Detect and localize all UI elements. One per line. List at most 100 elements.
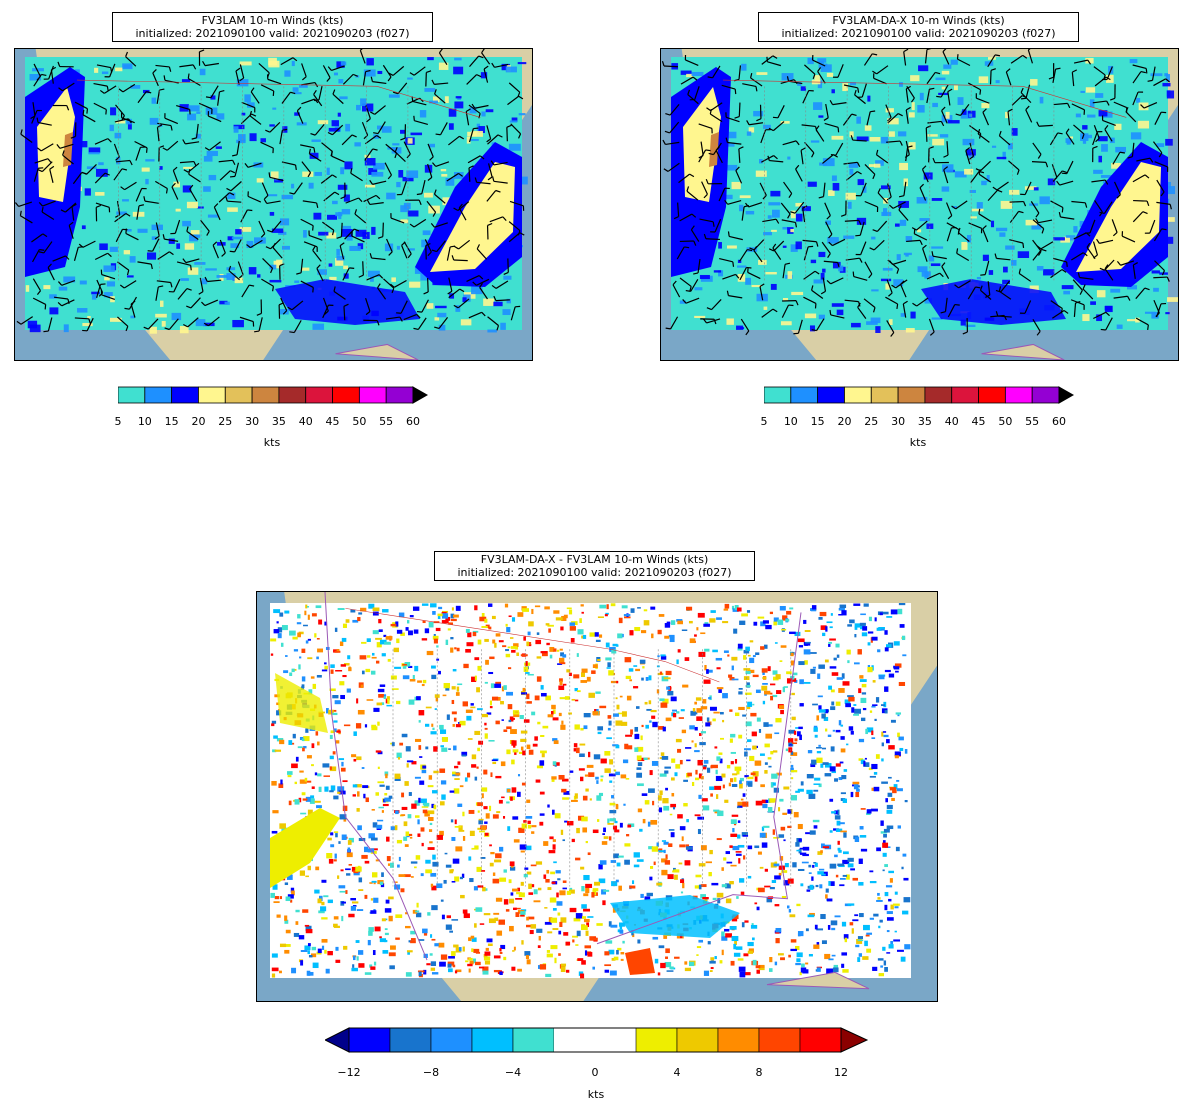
wind-barb-feather	[1140, 70, 1146, 74]
wind-barb-shaft	[269, 121, 281, 133]
difference-cell	[902, 853, 907, 857]
difference-cell	[843, 934, 849, 939]
wind-speed-cell	[903, 252, 912, 256]
difference-cell	[864, 940, 868, 947]
wind-barb-feather	[376, 135, 382, 139]
difference-map	[256, 591, 938, 1002]
difference-cell	[753, 621, 758, 626]
wind-speed-cell	[505, 66, 517, 73]
difference-cell	[869, 870, 874, 873]
wind-barb	[680, 76, 698, 85]
difference-cell	[403, 836, 408, 841]
wind-barb	[155, 64, 172, 72]
difference-cell	[466, 715, 472, 721]
wind-barb	[301, 161, 312, 178]
difference-cell	[871, 730, 874, 736]
wind-speed-cell	[328, 127, 340, 132]
wind-barb-feather	[1075, 300, 1081, 304]
wind-barb-feather	[170, 282, 173, 288]
wind-speed-cell	[1089, 99, 1095, 108]
wind-barb-shaft	[822, 154, 834, 164]
difference-cell	[445, 864, 452, 868]
wind-speed-cell	[337, 184, 348, 190]
difference-cell	[867, 642, 871, 646]
difference-cell	[681, 629, 688, 632]
wind-barb	[1133, 199, 1150, 207]
wind-barb-shaft	[1104, 129, 1113, 142]
wind-speed-cell	[127, 229, 132, 232]
wind-barb	[73, 246, 84, 261]
wind-barb-shaft	[1032, 239, 1042, 252]
wind-speed-cell	[407, 248, 415, 251]
difference-cell	[477, 665, 482, 671]
difference-cell	[537, 945, 541, 949]
wind-barb	[300, 280, 314, 293]
wind-barb	[855, 182, 867, 197]
wind-barb	[864, 163, 876, 180]
wind-speed-cell	[999, 232, 1006, 237]
difference-cell	[523, 636, 526, 641]
wind-barb-shaft	[417, 317, 427, 330]
colorbar-tick-label: 60	[406, 415, 420, 428]
wind-barb-feather	[165, 188, 168, 194]
difference-cell	[818, 868, 825, 871]
difference-cell	[722, 621, 729, 624]
wind-barb-shaft	[1018, 273, 1032, 282]
difference-cell	[641, 724, 644, 728]
wind-barb-shaft	[374, 105, 386, 115]
wind-barb-feather	[1025, 105, 1030, 111]
wind-speed-cell	[787, 227, 794, 234]
wind-speed-cell	[122, 63, 133, 70]
difference-cell	[639, 659, 646, 664]
wind-barb	[38, 241, 53, 254]
difference-cell	[828, 643, 831, 647]
wind-barb-shaft	[241, 101, 255, 109]
wind-barb-feather	[773, 155, 778, 160]
difference-cell	[431, 723, 434, 727]
wind-speed-cell	[931, 246, 944, 249]
difference-cell	[477, 747, 481, 752]
difference-cell	[453, 717, 457, 722]
wind-speed-cell	[400, 129, 406, 134]
wind-barb-feather	[232, 154, 238, 157]
difference-cell	[717, 810, 724, 817]
wind-barb-shaft	[1103, 201, 1113, 214]
difference-cell	[307, 971, 314, 976]
wind-barb-feather	[310, 132, 316, 136]
wind-barb	[815, 125, 825, 142]
difference-cell	[457, 761, 461, 765]
wind-barb-feather	[932, 157, 936, 163]
wind-barb-shaft	[204, 62, 219, 67]
wind-speed-cell	[880, 278, 892, 282]
wind-barb-feather	[886, 196, 892, 201]
wind-barb	[724, 199, 742, 205]
wind-barb	[241, 101, 256, 113]
wind-barb-shaft	[747, 271, 761, 280]
difference-cell	[580, 672, 586, 678]
difference-cell	[511, 617, 516, 622]
wind-barb-feather	[977, 128, 981, 135]
wind-barbs	[661, 49, 1172, 337]
wind-barb-feather	[20, 129, 23, 135]
difference-cell	[427, 810, 435, 815]
wind-barb	[382, 64, 392, 82]
wind-speed-cell	[376, 125, 384, 130]
wind-barb-feather	[107, 252, 112, 258]
difference-cell	[307, 657, 313, 660]
difference-cell	[404, 781, 409, 786]
difference-cell	[580, 776, 584, 782]
difference-cell	[552, 709, 556, 714]
wind-speed-cell	[509, 120, 518, 123]
wind-barb-feather	[399, 316, 403, 322]
wind-speed-cell	[739, 204, 744, 212]
difference-cell	[858, 881, 864, 886]
wind-barb	[761, 155, 778, 163]
wind-speed-cell	[801, 206, 811, 212]
difference-cell	[471, 847, 478, 850]
wind-barb-feather	[690, 225, 695, 231]
wind-barb	[844, 219, 862, 226]
wind-barb-feather	[62, 150, 65, 156]
difference-cell	[610, 924, 618, 928]
wind-barb	[246, 239, 263, 249]
wind-barb	[171, 182, 179, 200]
